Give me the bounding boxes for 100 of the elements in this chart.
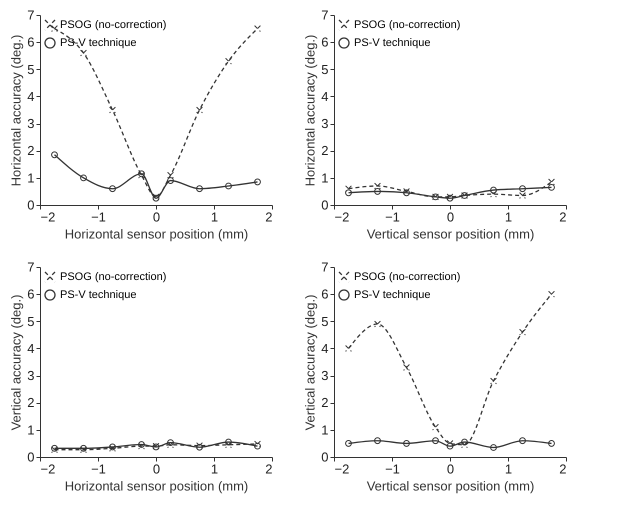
- point: [403, 440, 410, 447]
- point: [167, 439, 174, 446]
- y-tick-label: 2: [321, 143, 328, 158]
- point: [225, 58, 232, 65]
- point: [446, 442, 454, 450]
- point: [167, 172, 174, 179]
- x-tick-label: −1: [91, 462, 106, 476]
- y-tick-label: 3: [27, 116, 34, 132]
- point: [374, 437, 381, 444]
- y-tick-label: 7: [27, 260, 34, 274]
- point: [254, 440, 261, 448]
- x-tick-label: 0: [446, 462, 454, 476]
- point: [51, 25, 58, 32]
- point: [490, 186, 497, 194]
- x-tick-label: 0: [152, 462, 160, 476]
- legend-label: PS-V technique: [354, 289, 430, 301]
- x-tick-label: 1: [504, 210, 512, 224]
- x-tick-label: −2: [40, 210, 56, 224]
- x-tick-label: 1: [210, 210, 218, 224]
- point: [80, 50, 87, 56]
- y-tick-label: 5: [27, 62, 34, 77]
- point: [374, 188, 381, 195]
- y-tick-label: 5: [321, 314, 328, 329]
- y-tick-label: 7: [321, 260, 328, 274]
- x-tick-label: 2: [559, 462, 566, 476]
- x-axis-title: Horizontal sensor position (mm): [64, 226, 248, 242]
- point: [109, 185, 116, 192]
- x-tick-label: 0: [446, 210, 454, 224]
- y-tick-label: 4: [321, 88, 328, 104]
- x-tick-label: −2: [334, 210, 350, 224]
- y-tick-label: 3: [321, 368, 328, 384]
- y-tick-label: 1: [27, 170, 34, 186]
- x-tick-label: 0: [152, 210, 160, 224]
- y-tick-label: 5: [27, 314, 34, 329]
- point: [80, 174, 87, 182]
- y-tick-label: 2: [321, 395, 328, 410]
- point: [374, 320, 381, 328]
- x-tick-label: −2: [334, 462, 350, 476]
- y-tick-label: 4: [27, 88, 34, 104]
- y-axis-title: Horizontal accuracy (deg.): [8, 34, 24, 186]
- point: [490, 378, 497, 384]
- point: [548, 290, 555, 298]
- point: [254, 25, 261, 32]
- point: [519, 185, 526, 192]
- x-tick-label: 2: [265, 462, 272, 476]
- y-tick-label: 0: [27, 450, 34, 464]
- y-tick-label: 7: [27, 8, 34, 22]
- point: [138, 441, 145, 448]
- x-tick-label: 1: [210, 462, 218, 476]
- y-axis-title: Vertical accuracy (deg.): [8, 294, 24, 430]
- y-tick-label: 1: [321, 170, 328, 186]
- legend-label: PS-V technique: [60, 37, 136, 49]
- legend-label: PSOG (no-correction): [354, 271, 460, 283]
- y-axis-title: Horizontal accuracy (deg.): [302, 34, 318, 186]
- y-tick-label: 4: [321, 340, 328, 356]
- y-tick-label: 3: [321, 116, 328, 132]
- y-tick-label: 0: [321, 450, 328, 464]
- y-tick-label: 7: [321, 8, 328, 22]
- x-axis-title: Vertical sensor position (mm): [366, 226, 534, 242]
- point: [196, 185, 203, 192]
- y-tick-label: 6: [321, 34, 328, 50]
- legend-label: PS-V technique: [60, 289, 136, 301]
- x-tick-label: 2: [559, 210, 566, 224]
- x-tick-label: 2: [265, 210, 272, 224]
- point: [432, 437, 439, 444]
- y-tick-label: 1: [321, 422, 328, 438]
- y-tick-label: 1: [27, 422, 34, 438]
- point: [225, 182, 232, 190]
- legend-label: PSOG (no-correction): [354, 19, 460, 31]
- y-tick-label: 6: [321, 286, 328, 302]
- point: [519, 437, 526, 444]
- point: [225, 438, 232, 446]
- y-tick-label: 6: [27, 286, 34, 302]
- x-tick-label: −2: [40, 462, 56, 476]
- y-tick-label: 6: [27, 34, 34, 50]
- x-axis-title: Vertical sensor position (mm): [366, 478, 534, 494]
- x-tick-label: 1: [504, 462, 512, 476]
- point: [196, 106, 203, 114]
- y-axis-title: Vertical accuracy (deg.): [302, 294, 318, 430]
- y-tick-label: 0: [27, 198, 34, 212]
- y-tick-label: 2: [27, 143, 34, 158]
- point: [403, 364, 410, 371]
- point: [490, 444, 497, 451]
- point: [519, 328, 526, 336]
- point: [548, 178, 555, 186]
- y-tick-label: 3: [27, 368, 34, 384]
- point: [109, 106, 116, 114]
- point: [345, 345, 352, 352]
- point: [432, 424, 439, 431]
- y-tick-label: 5: [321, 62, 328, 77]
- point: [167, 177, 174, 184]
- y-tick-label: 2: [27, 395, 34, 410]
- point: [519, 192, 526, 199]
- x-tick-label: −1: [385, 210, 400, 224]
- x-tick-label: −1: [91, 210, 106, 224]
- point: [461, 438, 468, 446]
- x-tick-label: −1: [385, 462, 400, 476]
- legend-label: PS-V technique: [354, 37, 430, 49]
- point: [374, 182, 381, 190]
- y-tick-label: 4: [27, 340, 34, 356]
